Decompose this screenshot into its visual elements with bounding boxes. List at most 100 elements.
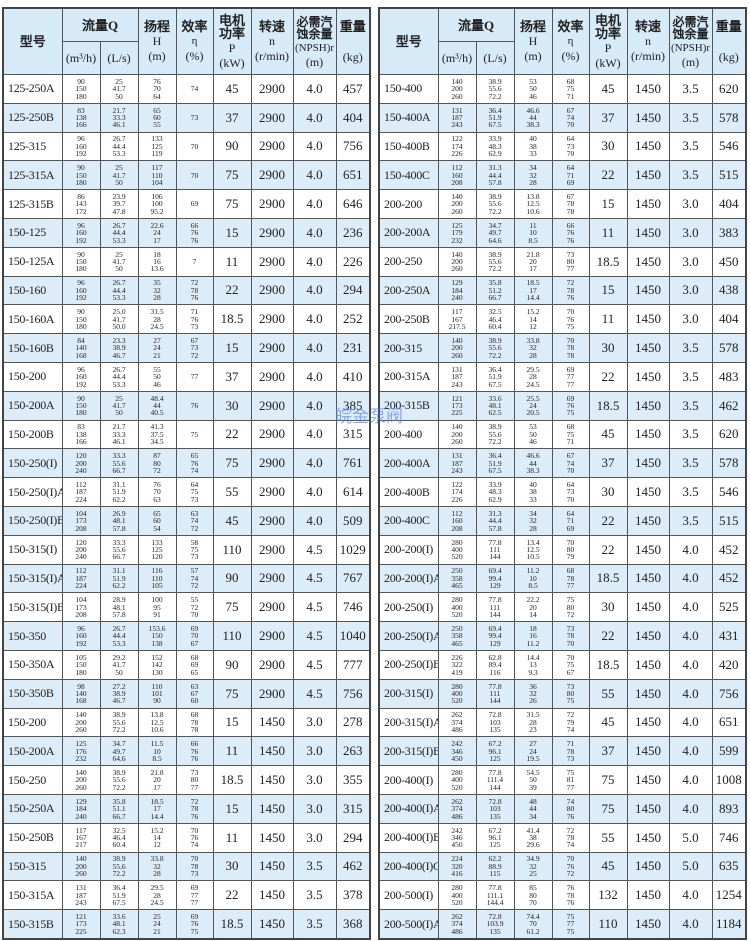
cell-model: 200-200(I) [378,534,439,565]
cell-value: 240 [75,465,87,475]
cell-value: 187 [451,372,463,382]
cell-value: 76 [566,235,575,245]
cell-value: 168 [75,696,87,706]
table-row: 150-160A 90 150 180 25.0 41.7 50.0 31.5 28 24.5 71… [2,304,371,335]
cell-value: 49.7 [112,746,126,756]
cell-value: 36.4 [112,883,126,893]
cell-power: 90 [212,131,252,162]
cell-value: 61.2 [526,926,540,936]
cell-power: 30 [588,131,628,162]
cell-value: 99.4 [488,631,502,641]
cell-value: 66 [190,739,199,749]
cell-value: 14 [529,314,537,324]
cell-value: 33.3 [112,112,126,122]
cell-speed: 1450 [626,707,670,738]
cell-value: 78 [566,350,575,360]
cell-efficiency: 69 77 77 [551,361,590,392]
cell-value: 72.2 [488,350,502,360]
cell-value: 70 [566,307,575,317]
cell-speed: 1450 [626,477,670,507]
cell-npsh: 3.5 [668,131,713,162]
table-header: 型号 流量Q 扬程 H (m) 效率 η (%) 电机功率 P (kW) 转速 n (r/min… [2,7,371,75]
cell-value: 80 [566,602,575,612]
cell-model: 150-125 [2,217,63,248]
cell-npsh: 4.0 [668,765,713,795]
cell-value: 44 [153,400,161,410]
cell-weight: 263 [335,736,371,767]
cell-value: 46.7 [112,696,126,706]
col-speed: 转速 n (r/min) [626,7,670,75]
cell-flow-ls: 35.8 51.1 66.7 [99,793,139,824]
cell-value: 99.4 [488,573,502,583]
npsh-symbol: (NPSH)r [670,41,711,54]
cell-value: 143 [75,199,87,209]
cell-model: 150-200 [2,707,63,738]
table-row: 150-250A 129 184 240 35.8 51.1 66.7 18.5 17 14.4 7… [2,793,371,824]
cell-value: 90 [77,163,85,173]
cell-speed: 1450 [626,563,670,594]
cell-model: 150-160 [2,275,63,306]
cell-value: 95.2 [150,206,164,216]
cell-value: 48.1 [488,400,502,410]
cell-value: 75 [566,321,575,331]
cell-flow-m3h: 122 174 226 [437,131,477,162]
cell-value: 70 [529,897,537,907]
cell-value: 75 [566,696,575,706]
col-power: 电机功率 P (kW) [212,7,252,75]
cell-value: 96 [77,278,85,288]
cell-model: 150-250B [2,822,63,853]
cell-value: 34 [529,508,537,518]
cell-flow-ls: 26.9 48.1 57.8 [99,505,139,536]
cell-value: 55.6 [488,84,502,94]
cell-flow-m3h: 224 320 416 [437,851,477,882]
cell-value: 167 [75,832,87,842]
col-power: 电机功率 P (kW) [588,7,628,75]
cell-power: 15 [212,333,252,363]
cell-value: 65 [190,451,199,461]
cell-value: 57 [190,566,199,576]
cell-value: 80 [566,688,575,698]
cell-model: 200-250(I) [378,592,439,623]
cell-value: 200 [451,84,463,94]
cell-flow-ls: 62.2 88.9 115 [475,851,515,882]
cell-head: 13.4 12.5 10.5 [513,534,553,565]
table-row: 150-200B 83 138 166 21.7 33.3 46.1 41.3 37.5 34.5… [2,419,371,450]
cell-power: 22 [588,505,628,536]
cell-value: 25 [115,249,123,259]
cell-value: 69 [190,911,199,921]
cell-flow-ls: 67.2 96.1 125 [475,736,515,767]
table-row: 150-250 140 200 260 38.9 55.6 72.2 21.8 20 17 73 80… [2,765,371,795]
cell-model: 200-400A [378,448,439,479]
cell-value: 51.2 [488,285,502,295]
cell-value: 16 [529,631,537,641]
cell-value: 44 [529,458,537,468]
cell-value: 66 [190,220,199,230]
cell-power: 11 [588,217,628,248]
cell-flow-m3h: 122 174 226 [437,477,477,507]
cell-value: 41.4 [526,825,540,835]
cell-model: 150-125A [2,246,63,277]
cell-npsh: 4.0 [292,217,337,248]
cell-value: 28.9 [112,595,126,605]
cell-value: 144 [489,696,501,706]
cell-value: 46.6 [526,451,540,461]
cell-value: 217 [75,840,87,850]
cell-value: 131 [75,883,87,893]
cell-value: 74 [190,573,199,583]
cell-value: 117 [451,307,463,317]
cell-speed: 2900 [250,505,294,536]
cell-npsh: 4.0 [668,909,713,940]
cell-value: 172 [75,206,87,216]
cell-model: 125-315A [2,160,63,191]
cell-value: 31.5 [526,710,540,720]
cell-value: 17 [153,804,161,814]
cell-head: 65 60 55 [137,102,177,133]
cell-value: 80 [190,775,199,785]
cell-value: 18.5 [150,796,164,806]
cell-value: 55.6 [488,256,502,266]
cell-npsh: 3.5 [668,505,713,536]
cell-npsh: 3.0 [668,217,713,248]
cell-flow-m3h: 280 400 520 [437,765,477,795]
cell-value: 10.6 [150,725,164,735]
cell-power: 18.5 [212,909,252,940]
